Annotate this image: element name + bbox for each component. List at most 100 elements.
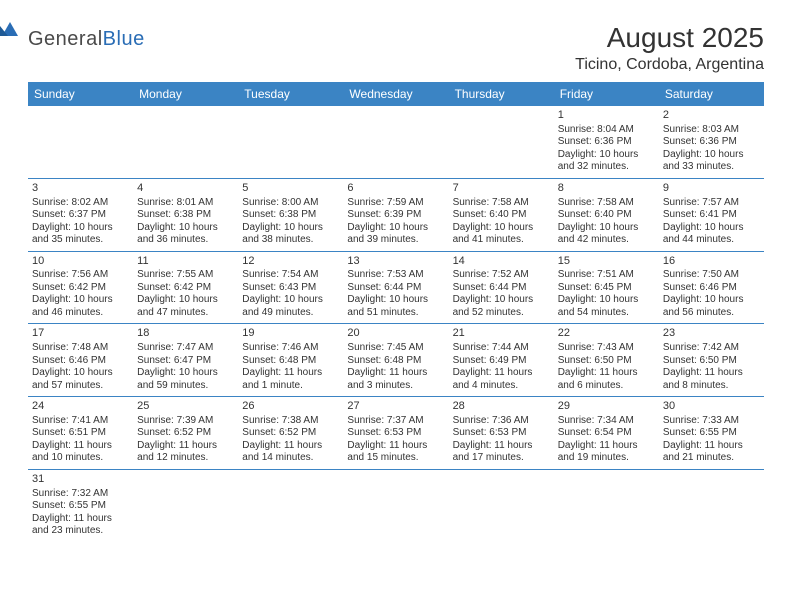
daylight-text: and 19 minutes. <box>558 452 655 465</box>
calendar-cell <box>238 469 343 541</box>
sunrise-text: Sunrise: 8:02 AM <box>32 197 129 210</box>
sunset-text: Sunset: 6:53 PM <box>453 427 550 440</box>
sunset-text: Sunset: 6:38 PM <box>242 209 339 222</box>
daylight-text: and 33 minutes. <box>663 161 760 174</box>
sunrise-text: Sunrise: 7:59 AM <box>347 197 444 210</box>
sunset-text: Sunset: 6:46 PM <box>663 282 760 295</box>
daylight-text: Daylight: 10 hours <box>558 149 655 162</box>
calendar-cell: 10Sunrise: 7:56 AMSunset: 6:42 PMDayligh… <box>28 251 133 324</box>
daylight-text: and 10 minutes. <box>32 452 129 465</box>
day-number: 25 <box>137 400 234 414</box>
sunrise-text: Sunrise: 7:45 AM <box>347 342 444 355</box>
sunrise-text: Sunrise: 7:44 AM <box>453 342 550 355</box>
daylight-text: Daylight: 10 hours <box>453 294 550 307</box>
calendar-cell <box>449 469 554 541</box>
daylight-text: and 57 minutes. <box>32 380 129 393</box>
calendar-cell: 6Sunrise: 7:59 AMSunset: 6:39 PMDaylight… <box>343 178 448 251</box>
day-number: 15 <box>558 255 655 269</box>
calendar-cell: 7Sunrise: 7:58 AMSunset: 6:40 PMDaylight… <box>449 178 554 251</box>
sunrise-text: Sunrise: 7:58 AM <box>558 197 655 210</box>
sunset-text: Sunset: 6:48 PM <box>347 355 444 368</box>
day-number: 21 <box>453 327 550 341</box>
calendar-row: 1Sunrise: 8:04 AMSunset: 6:36 PMDaylight… <box>28 106 764 178</box>
calendar-cell: 26Sunrise: 7:38 AMSunset: 6:52 PMDayligh… <box>238 397 343 470</box>
calendar-cell: 13Sunrise: 7:53 AMSunset: 6:44 PMDayligh… <box>343 251 448 324</box>
sunrise-text: Sunrise: 7:58 AM <box>453 197 550 210</box>
daylight-text: and 44 minutes. <box>663 234 760 247</box>
day-number: 20 <box>347 327 444 341</box>
day-number: 13 <box>347 255 444 269</box>
sunrise-text: Sunrise: 7:48 AM <box>32 342 129 355</box>
calendar-cell <box>554 469 659 541</box>
calendar-cell: 14Sunrise: 7:52 AMSunset: 6:44 PMDayligh… <box>449 251 554 324</box>
sunrise-text: Sunrise: 7:38 AM <box>242 415 339 428</box>
calendar-cell: 15Sunrise: 7:51 AMSunset: 6:45 PMDayligh… <box>554 251 659 324</box>
daylight-text: and 54 minutes. <box>558 307 655 320</box>
daylight-text: and 1 minute. <box>242 380 339 393</box>
sunrise-text: Sunrise: 7:54 AM <box>242 269 339 282</box>
title-block: August 2025 Ticino, Cordoba, Argentina <box>575 22 764 74</box>
calendar-cell: 2Sunrise: 8:03 AMSunset: 6:36 PMDaylight… <box>659 106 764 178</box>
daylight-text: Daylight: 11 hours <box>347 367 444 380</box>
daylight-text: Daylight: 10 hours <box>242 222 339 235</box>
col-sunday: Sunday <box>28 82 133 106</box>
col-saturday: Saturday <box>659 82 764 106</box>
daylight-text: and 47 minutes. <box>137 307 234 320</box>
sunset-text: Sunset: 6:44 PM <box>347 282 444 295</box>
calendar-cell: 30Sunrise: 7:33 AMSunset: 6:55 PMDayligh… <box>659 397 764 470</box>
logo-text-general: General <box>28 28 103 50</box>
daylight-text: Daylight: 11 hours <box>453 440 550 453</box>
sunrise-text: Sunrise: 8:01 AM <box>137 197 234 210</box>
sunrise-text: Sunrise: 7:50 AM <box>663 269 760 282</box>
header: GeneralBlue August 2025 Ticino, Cordoba,… <box>28 22 764 74</box>
sunrise-text: Sunrise: 7:56 AM <box>32 269 129 282</box>
calendar-table: Sunday Monday Tuesday Wednesday Thursday… <box>28 82 764 542</box>
daylight-text: Daylight: 10 hours <box>32 294 129 307</box>
day-number: 16 <box>663 255 760 269</box>
sunrise-text: Sunrise: 7:51 AM <box>558 269 655 282</box>
logo-sail-icon <box>0 20 20 45</box>
daylight-text: and 32 minutes. <box>558 161 655 174</box>
daylight-text: and 12 minutes. <box>137 452 234 465</box>
calendar-cell <box>343 469 448 541</box>
daylight-text: Daylight: 10 hours <box>663 149 760 162</box>
col-wednesday: Wednesday <box>343 82 448 106</box>
calendar-cell: 11Sunrise: 7:55 AMSunset: 6:42 PMDayligh… <box>133 251 238 324</box>
daylight-text: and 15 minutes. <box>347 452 444 465</box>
sunrise-text: Sunrise: 7:43 AM <box>558 342 655 355</box>
sunset-text: Sunset: 6:48 PM <box>242 355 339 368</box>
sunrise-text: Sunrise: 7:37 AM <box>347 415 444 428</box>
sunset-text: Sunset: 6:40 PM <box>558 209 655 222</box>
calendar-cell: 23Sunrise: 7:42 AMSunset: 6:50 PMDayligh… <box>659 324 764 397</box>
daylight-text: and 59 minutes. <box>137 380 234 393</box>
day-number: 3 <box>32 182 129 196</box>
day-number: 14 <box>453 255 550 269</box>
daylight-text: Daylight: 10 hours <box>347 294 444 307</box>
calendar-cell <box>238 106 343 178</box>
calendar-cell: 12Sunrise: 7:54 AMSunset: 6:43 PMDayligh… <box>238 251 343 324</box>
day-number: 1 <box>558 109 655 123</box>
sunset-text: Sunset: 6:47 PM <box>137 355 234 368</box>
daylight-text: and 41 minutes. <box>453 234 550 247</box>
calendar-row: 10Sunrise: 7:56 AMSunset: 6:42 PMDayligh… <box>28 251 764 324</box>
daylight-text: Daylight: 10 hours <box>242 294 339 307</box>
day-number: 28 <box>453 400 550 414</box>
calendar-cell: 8Sunrise: 7:58 AMSunset: 6:40 PMDaylight… <box>554 178 659 251</box>
calendar-cell: 17Sunrise: 7:48 AMSunset: 6:46 PMDayligh… <box>28 324 133 397</box>
daylight-text: and 38 minutes. <box>242 234 339 247</box>
calendar-cell: 18Sunrise: 7:47 AMSunset: 6:47 PMDayligh… <box>133 324 238 397</box>
daylight-text: Daylight: 10 hours <box>558 294 655 307</box>
calendar-cell <box>659 469 764 541</box>
logo: GeneralBlue <box>28 28 145 51</box>
calendar-cell: 24Sunrise: 7:41 AMSunset: 6:51 PMDayligh… <box>28 397 133 470</box>
sunrise-text: Sunrise: 7:42 AM <box>663 342 760 355</box>
sunset-text: Sunset: 6:51 PM <box>32 427 129 440</box>
daylight-text: and 39 minutes. <box>347 234 444 247</box>
sunset-text: Sunset: 6:49 PM <box>453 355 550 368</box>
calendar-cell: 4Sunrise: 8:01 AMSunset: 6:38 PMDaylight… <box>133 178 238 251</box>
sunset-text: Sunset: 6:55 PM <box>32 500 129 513</box>
day-number: 22 <box>558 327 655 341</box>
month-title: August 2025 <box>575 22 764 54</box>
day-number: 12 <box>242 255 339 269</box>
calendar-cell: 29Sunrise: 7:34 AMSunset: 6:54 PMDayligh… <box>554 397 659 470</box>
